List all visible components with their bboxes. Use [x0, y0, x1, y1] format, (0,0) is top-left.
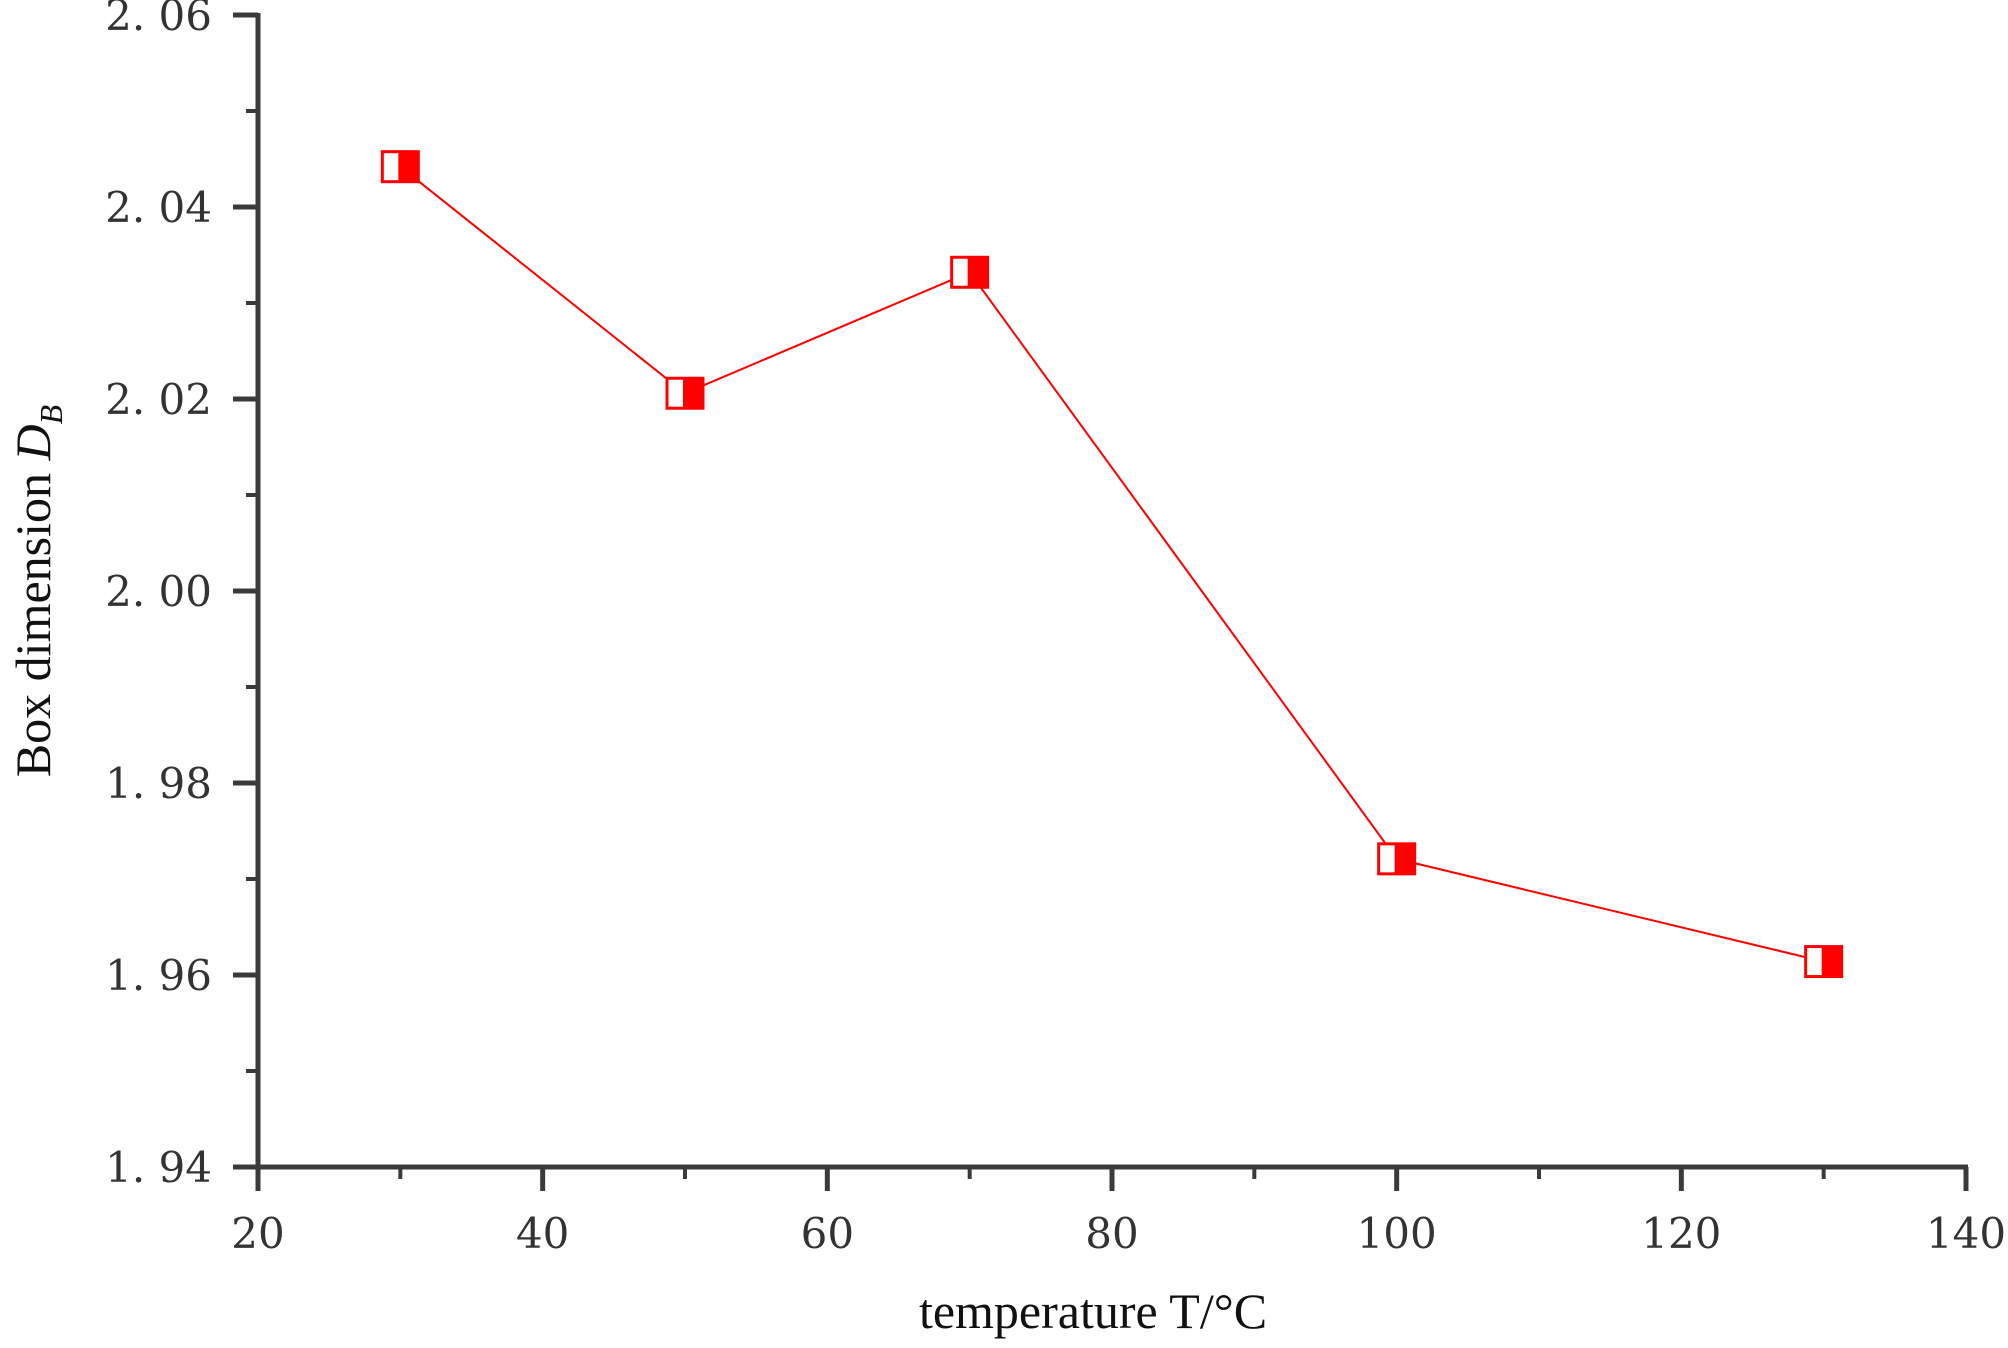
y-tick-label: 2. 04 — [105, 183, 212, 232]
y-tick-label: 2. 02 — [105, 375, 212, 424]
y-axis-title: Box dimension DB — [5, 405, 69, 777]
y-tick-label: 2. 06 — [105, 0, 212, 40]
x-tick-label: 40 — [516, 1209, 569, 1258]
data-point-marker — [665, 376, 705, 410]
y-axis-title-symbol: D — [5, 424, 61, 461]
marker-fill — [1821, 946, 1842, 977]
marker-fill — [683, 378, 703, 409]
axes — [255, 13, 1968, 1170]
x-tick-label: 20 — [231, 1209, 284, 1258]
data-point-marker — [1377, 842, 1417, 876]
marker-fill — [967, 257, 988, 288]
x-axis-ticks: 20 40 60 80 100 120 140 — [231, 1167, 2006, 1258]
marker-fill — [398, 151, 419, 182]
x-axis-title: temperature T/°C — [919, 1283, 1267, 1339]
y-axis-title-main: Box dimension — [5, 460, 61, 777]
x-tick-label: 100 — [1357, 1209, 1437, 1258]
y-tick-label: 1. 98 — [105, 759, 212, 808]
series-line — [399, 165, 1824, 963]
y-tick-label: 2. 00 — [105, 567, 212, 616]
data-point-marker — [1804, 945, 1844, 979]
y-axis-title-subscript: B — [33, 405, 69, 425]
y-tick-label: 1. 94 — [105, 1143, 212, 1192]
data-point-marker — [950, 255, 990, 289]
y-axis-ticks: 1. 94 1. 96 1. 98 2. 00 2. 02 2. 04 2. 06 — [105, 0, 258, 1192]
x-tick-label: 60 — [801, 1209, 854, 1258]
marker-fill — [1394, 843, 1415, 874]
data-point-marker — [380, 150, 420, 184]
x-tick-label: 80 — [1085, 1209, 1138, 1258]
data-series — [380, 150, 1844, 979]
y-tick-label: 1. 96 — [105, 951, 212, 1000]
x-tick-label: 140 — [1926, 1209, 2006, 1258]
x-tick-label: 120 — [1641, 1209, 1721, 1258]
